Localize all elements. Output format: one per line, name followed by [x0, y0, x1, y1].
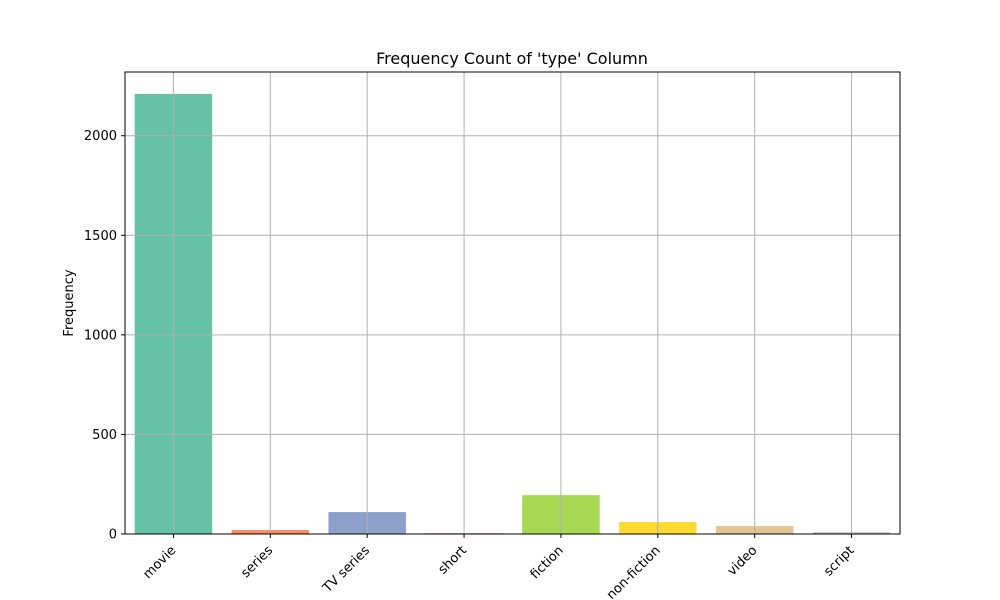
x-tick-label: script [821, 543, 857, 579]
y-tick-label: 0 [109, 528, 117, 543]
x-tick-label: series [238, 543, 276, 581]
y-tick-label: 2000 [84, 129, 117, 144]
x-tick-label: fiction [528, 543, 567, 582]
x-tick-label: short [436, 543, 470, 577]
plot-frame [124, 71, 901, 535]
y-tick-label: 1000 [84, 328, 117, 343]
bars-group [134, 93, 891, 534]
y-ticks-group: 0 500 1000 1500 2000 [84, 129, 125, 543]
chart-title: Frequency Count of 'type' Column [376, 49, 648, 68]
y-tick-label: 500 [92, 428, 117, 443]
x-tick-label: video [725, 543, 761, 579]
x-tick-label: non-fiction [604, 543, 664, 600]
x-tick-label: movie [140, 543, 179, 582]
x-ticks-group: movie series TV series short fiction non-fict… [140, 534, 857, 600]
x-tick-label: TV series [320, 543, 374, 597]
y-tick-label: 1500 [84, 229, 117, 244]
y-axis-label: Frequency [62, 269, 77, 336]
grid-group [125, 72, 900, 535]
